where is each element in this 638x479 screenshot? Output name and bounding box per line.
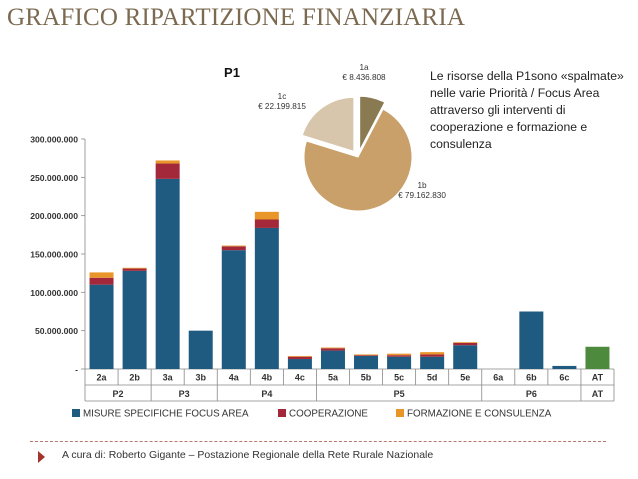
bar-segment <box>89 284 114 369</box>
legend-label: FORMAZIONE E CONSULENZA <box>407 409 552 420</box>
pie-value-label: € 79.162.830 <box>398 191 446 200</box>
pie-label: 1a <box>359 63 369 72</box>
pie-chart: P1 1a€ 8.436.808 1b€ 79.162.830 1c€ 22.199.… <box>224 63 446 212</box>
bar-segment <box>519 311 544 369</box>
bar-segment <box>221 250 246 369</box>
x-tick-label: 6a <box>493 373 504 383</box>
pie-label: 1c <box>278 92 287 101</box>
y-tick-label: 50.000.000 <box>35 326 78 336</box>
bar-segment <box>155 160 180 164</box>
x-tick-label: 6b <box>526 373 537 383</box>
bar-segment <box>89 272 114 278</box>
bar-segment <box>287 359 312 369</box>
x-tick-label: 5c <box>394 373 404 383</box>
pie-label: 1b <box>417 181 427 190</box>
bar-segment <box>354 354 379 356</box>
x-tick-label: 3a <box>163 373 174 383</box>
bar-segment <box>122 267 147 269</box>
bar-segment <box>320 348 345 351</box>
y-tick-label: 200.000.000 <box>30 211 78 221</box>
y-tick-label: 150.000.000 <box>30 250 78 260</box>
group-label: AT <box>592 389 604 399</box>
bar-segment <box>155 178 180 369</box>
bar-segment <box>552 365 577 369</box>
bar-segment <box>287 355 312 357</box>
y-tick-label: 250.000.000 <box>30 173 78 183</box>
bar-segment <box>354 355 379 369</box>
bar-segment <box>420 352 445 355</box>
group-label: P5 <box>394 389 405 399</box>
x-tick-label: 6c <box>559 373 569 383</box>
x-tick-label: 2a <box>97 373 108 383</box>
bar-segment <box>354 355 379 356</box>
y-tick-label: 100.000.000 <box>30 288 78 298</box>
bar-segment <box>585 346 610 369</box>
group-label: P2 <box>113 389 124 399</box>
x-tick-label: 5e <box>460 373 470 383</box>
pie-title: P1 <box>224 65 240 80</box>
x-tick-label: 4b <box>262 373 273 383</box>
pie-slice <box>359 95 386 151</box>
legend-label: MISURE SPECIFICHE FOCUS AREA <box>83 409 249 420</box>
bar-segment <box>387 356 412 369</box>
bar-segment <box>122 268 147 271</box>
bar-segment <box>221 245 246 247</box>
x-tick-label: AT <box>592 373 604 383</box>
legend-swatch <box>72 409 80 417</box>
page-title: GRAFICO RIPARTIZIONE FINANZIARIA <box>7 4 466 31</box>
y-tick-label: 300.000.000 <box>30 135 78 145</box>
x-tick-label: 5b <box>361 373 372 383</box>
bar-segment <box>387 353 412 356</box>
x-tick-label: 3b <box>195 373 206 383</box>
bar-segment <box>254 211 279 220</box>
x-tick-label: 4c <box>295 373 305 383</box>
bar-segment <box>320 350 345 369</box>
x-tick-label: 5a <box>328 373 339 383</box>
legend-swatch <box>396 409 404 417</box>
chart-canvas: - 50.000.000 100.000.000 150.000.000 200.000… <box>30 63 615 420</box>
group-label: P4 <box>261 389 272 399</box>
note-text: Le risorse della P1sono «spalmate» nelle… <box>430 69 624 151</box>
bar-segment <box>453 342 478 343</box>
bar-segment <box>320 347 345 349</box>
bar-segment <box>221 246 246 251</box>
bar-segment <box>155 163 180 179</box>
bar-segment <box>254 219 279 228</box>
pie-value-label: € 8.436.808 <box>342 73 386 82</box>
pie-slice <box>301 96 355 153</box>
legend-swatch <box>278 409 286 417</box>
bar-segment <box>254 227 279 369</box>
bar-segment <box>420 354 445 357</box>
bar-segment <box>89 277 114 285</box>
bar-segment <box>122 270 147 369</box>
bar-chart: - 50.000.000 100.000.000 150.000.000 200.000… <box>30 135 615 420</box>
bar-segment <box>387 355 412 357</box>
y-tick-label: - <box>75 365 78 375</box>
legend-label: COOPERAZIONE <box>289 409 368 420</box>
x-tick-label: 4a <box>229 373 240 383</box>
footer-arrow-icon <box>38 451 45 463</box>
bar-segment <box>420 356 445 369</box>
x-tick-label: 5d <box>427 373 438 383</box>
footer-credit: A cura di: Roberto Gigante – Postazione … <box>62 449 434 461</box>
pie-value-label: € 22.199.815 <box>258 102 306 111</box>
footer-divider <box>30 441 606 442</box>
bar-segment <box>453 342 478 346</box>
pie-slice <box>303 108 413 212</box>
group-label: P6 <box>526 389 537 399</box>
bar-segment <box>453 345 478 369</box>
group-label: P3 <box>179 389 190 399</box>
bar-segment <box>188 330 213 369</box>
bar-segment <box>287 356 312 360</box>
x-tick-label: 2b <box>129 373 140 383</box>
